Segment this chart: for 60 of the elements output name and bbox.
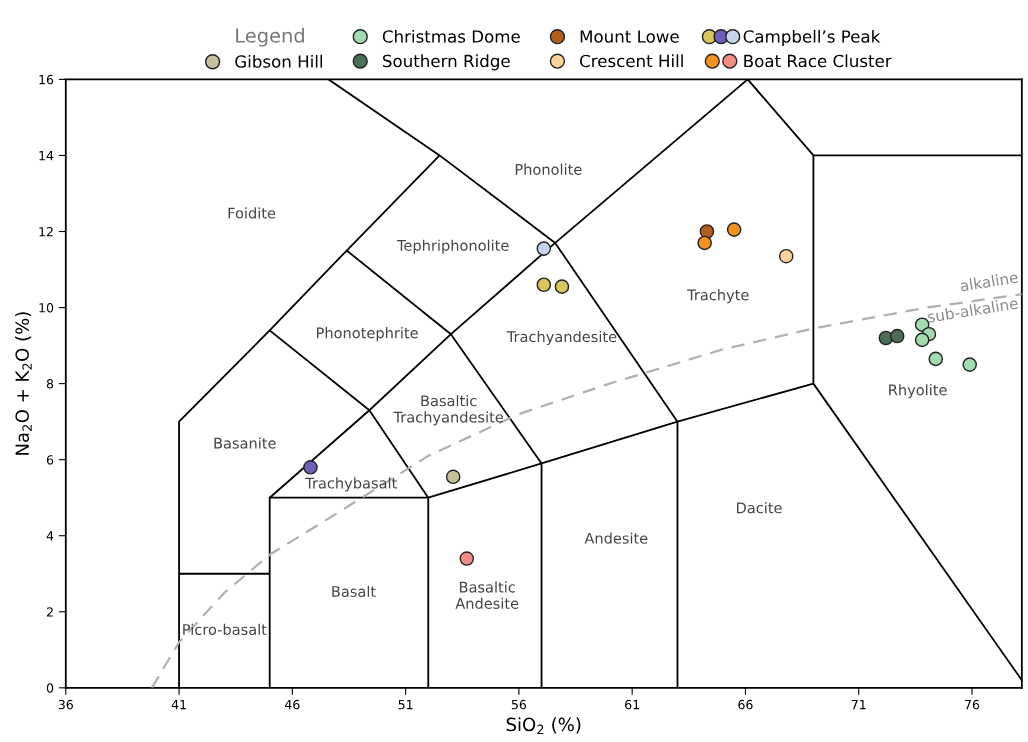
x-tick-label: 76	[965, 699, 980, 710]
annotation: Phonotephrite	[317, 327, 418, 342]
annotation: Foidite	[228, 207, 276, 219]
annotation: Dacite	[737, 502, 782, 514]
legend-label: Crescent Hill	[580, 54, 683, 68]
y-tick-label: 0	[46, 683, 54, 693]
point	[889, 328, 905, 344]
y-tick-label: 10	[39, 303, 54, 313]
point	[699, 224, 715, 239]
x-axis-title: SiO$_{2}$ (%)	[506, 717, 581, 734]
point	[726, 222, 742, 237]
annotation: Phonolite	[515, 163, 582, 175]
legend-label: Campbell’s Peak	[743, 29, 881, 47]
y-tick-label: 4	[46, 531, 54, 541]
point	[928, 351, 944, 367]
legend-label: Mount Lowe	[580, 30, 679, 43]
annotation: Trachybasalt	[305, 477, 397, 492]
y-tick-label: 8	[46, 379, 54, 389]
y-tick-label: 16	[39, 74, 54, 85]
y-tick-label: 12	[39, 226, 53, 237]
point	[554, 279, 570, 294]
annotation: Tephriphonolite	[396, 239, 509, 254]
annotation: Basalt	[332, 585, 376, 597]
point	[914, 332, 930, 348]
x-tick-label: 61	[625, 699, 639, 710]
point	[303, 459, 318, 475]
legend-label: Boat Race Cluster	[744, 54, 892, 68]
annotation: Trachyandesite	[506, 330, 617, 346]
annotation: Basanite	[214, 437, 276, 449]
point	[536, 277, 552, 293]
x-tick-label: 51	[398, 700, 413, 710]
x-tick-label: 46	[285, 699, 300, 710]
legend-label: Gibson Hill	[235, 54, 323, 68]
x-tick-label: 66	[738, 699, 753, 710]
annotation: Basaltic Andesite	[455, 581, 519, 609]
point	[778, 248, 794, 264]
legend-title: Legend	[236, 27, 304, 47]
point	[459, 551, 475, 566]
x-tick-label: 71	[851, 700, 866, 710]
x-tick-label: 36	[58, 699, 73, 710]
annotation: Picro-basalt	[183, 623, 267, 636]
annotation: sub-alkaline	[927, 296, 1019, 323]
point	[445, 469, 461, 485]
y-tick-label: 14	[39, 151, 54, 161]
y-tick-label: 6	[46, 455, 54, 465]
x-tick-label: 56	[511, 699, 527, 710]
annotation: Rhyolite	[889, 384, 947, 399]
point	[914, 317, 930, 332]
legend-label: Southern Ridge	[383, 54, 510, 71]
annotation: Andesite	[584, 532, 648, 544]
y-axis-title: Na$_{2}$O + K$_{2}$O (%)	[15, 312, 32, 455]
legend-label: Christmas Dome	[382, 29, 520, 43]
point	[536, 241, 552, 256]
point	[962, 357, 978, 372]
annotation: Trachyte	[687, 289, 749, 304]
annotation: Basaltic Trachyandesite	[393, 395, 504, 426]
point	[697, 235, 712, 251]
annotation: alkaline	[959, 271, 1019, 292]
x-tick-label: 41	[171, 700, 186, 710]
y-tick-label: 2	[46, 607, 53, 617]
